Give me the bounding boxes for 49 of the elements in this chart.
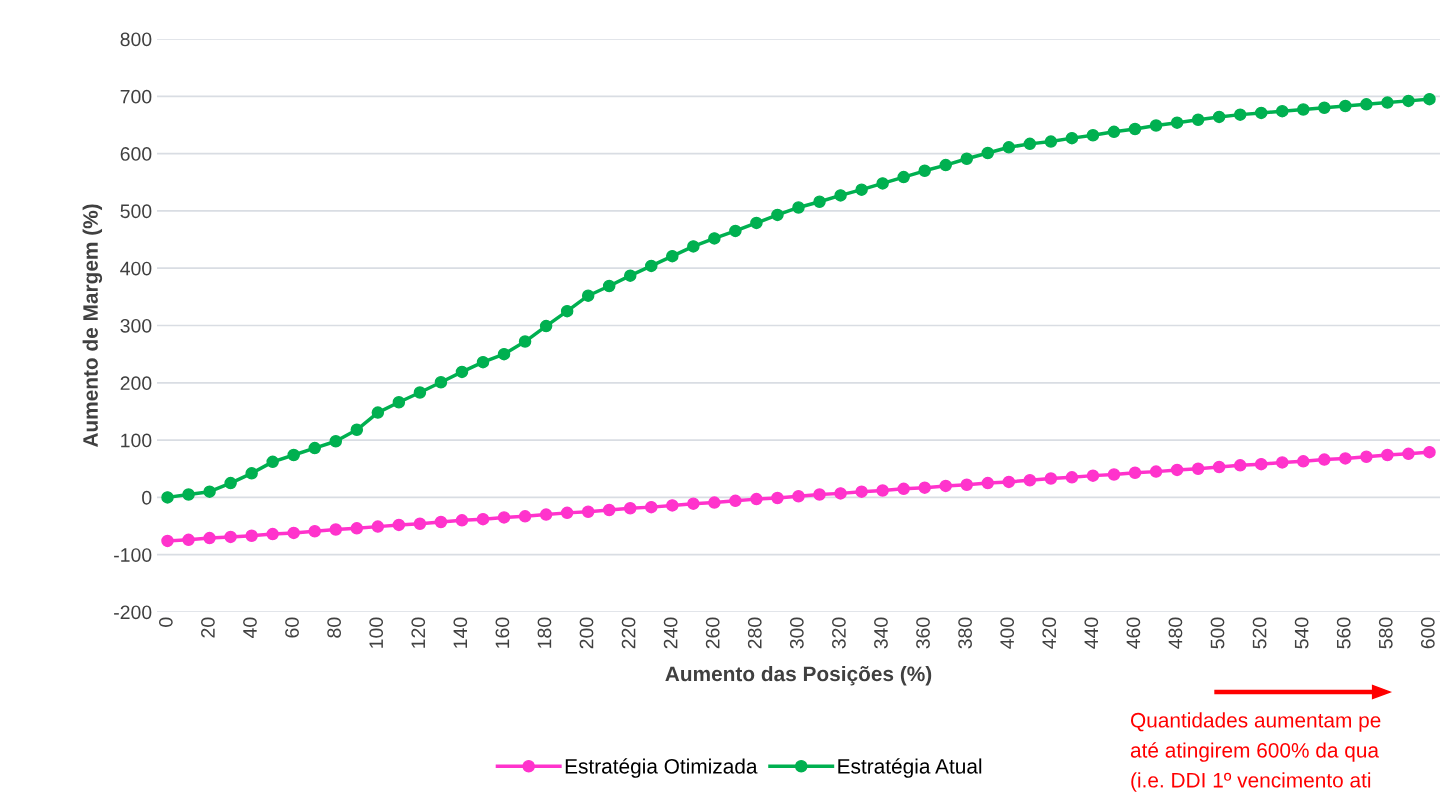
x-tick-label: 200 [579, 617, 594, 649]
legend-label: Estratégia Otimizada [565, 758, 758, 778]
x-tick-label: 240 [663, 617, 678, 649]
x-tick-label: 260 [705, 617, 720, 649]
text: até atingirem 600% da qua [1130, 742, 1380, 762]
y-tick-label: 700 [120, 89, 152, 104]
x-tick-label: 60 [285, 617, 299, 638]
x-tick-label: 400 [1000, 617, 1015, 649]
y-tick-label: 0 [142, 490, 152, 505]
y-tick-label: 800 [120, 32, 152, 47]
x-tick-label: 420 [1042, 617, 1057, 649]
x-tick-label: 180 [537, 617, 552, 648]
x-tick-label: 500 [1210, 617, 1225, 649]
y-tick-label: -100 [114, 548, 152, 562]
text: Quantidades aumentam pe [1130, 712, 1381, 732]
x-tick-label: 40 [243, 617, 257, 639]
x-tick-label: 160 [495, 617, 510, 648]
x-tick-label: 440 [1084, 617, 1099, 649]
x-tick-label: 220 [621, 617, 636, 649]
x-tick-label: 140 [453, 617, 468, 648]
y-tick-label: 400 [120, 261, 152, 276]
x-tick-label: 380 [958, 617, 972, 649]
x-tick-label: 480 [1168, 617, 1183, 649]
x-tick-label: 460 [1126, 617, 1141, 649]
legend-label: Estratégia Atual [838, 758, 982, 778]
x-tick-label: 300 [789, 617, 804, 649]
x-tick-label: 120 [411, 617, 426, 648]
x-tick-label: 600 [1420, 617, 1435, 649]
x-tick-label: 340 [874, 617, 888, 649]
x-tick-label: 560 [1336, 617, 1351, 649]
x-tick-label: 100 [369, 617, 384, 648]
y-tick-label: 500 [120, 204, 152, 219]
y-tick-label: -200 [114, 605, 152, 620]
x-tick-label: 320 [832, 617, 846, 649]
x-tick-label: 520 [1252, 617, 1267, 649]
x-tick-label: 280 [747, 617, 762, 649]
x-tick-label: 540 [1294, 617, 1309, 649]
x-tick-label: 0 [158, 617, 173, 627]
x-tick-label: 580 [1378, 617, 1393, 649]
x-tick-label: 360 [916, 617, 930, 649]
x-tick-label: 20 [201, 617, 215, 638]
text: (i.e. DDI 1º vencimento ati [1131, 772, 1371, 792]
x-tick-label: 80 [327, 617, 341, 638]
y-tick-label: 300 [120, 318, 152, 333]
x-axis-title: Aumento das Posições (%) [665, 665, 932, 686]
y-tick-label: 100 [121, 433, 152, 448]
y-tick-label: 600 [120, 147, 152, 161]
y-axis-title: Aumento de Margem (%) [82, 204, 103, 448]
y-tick-label: 200 [120, 376, 152, 391]
